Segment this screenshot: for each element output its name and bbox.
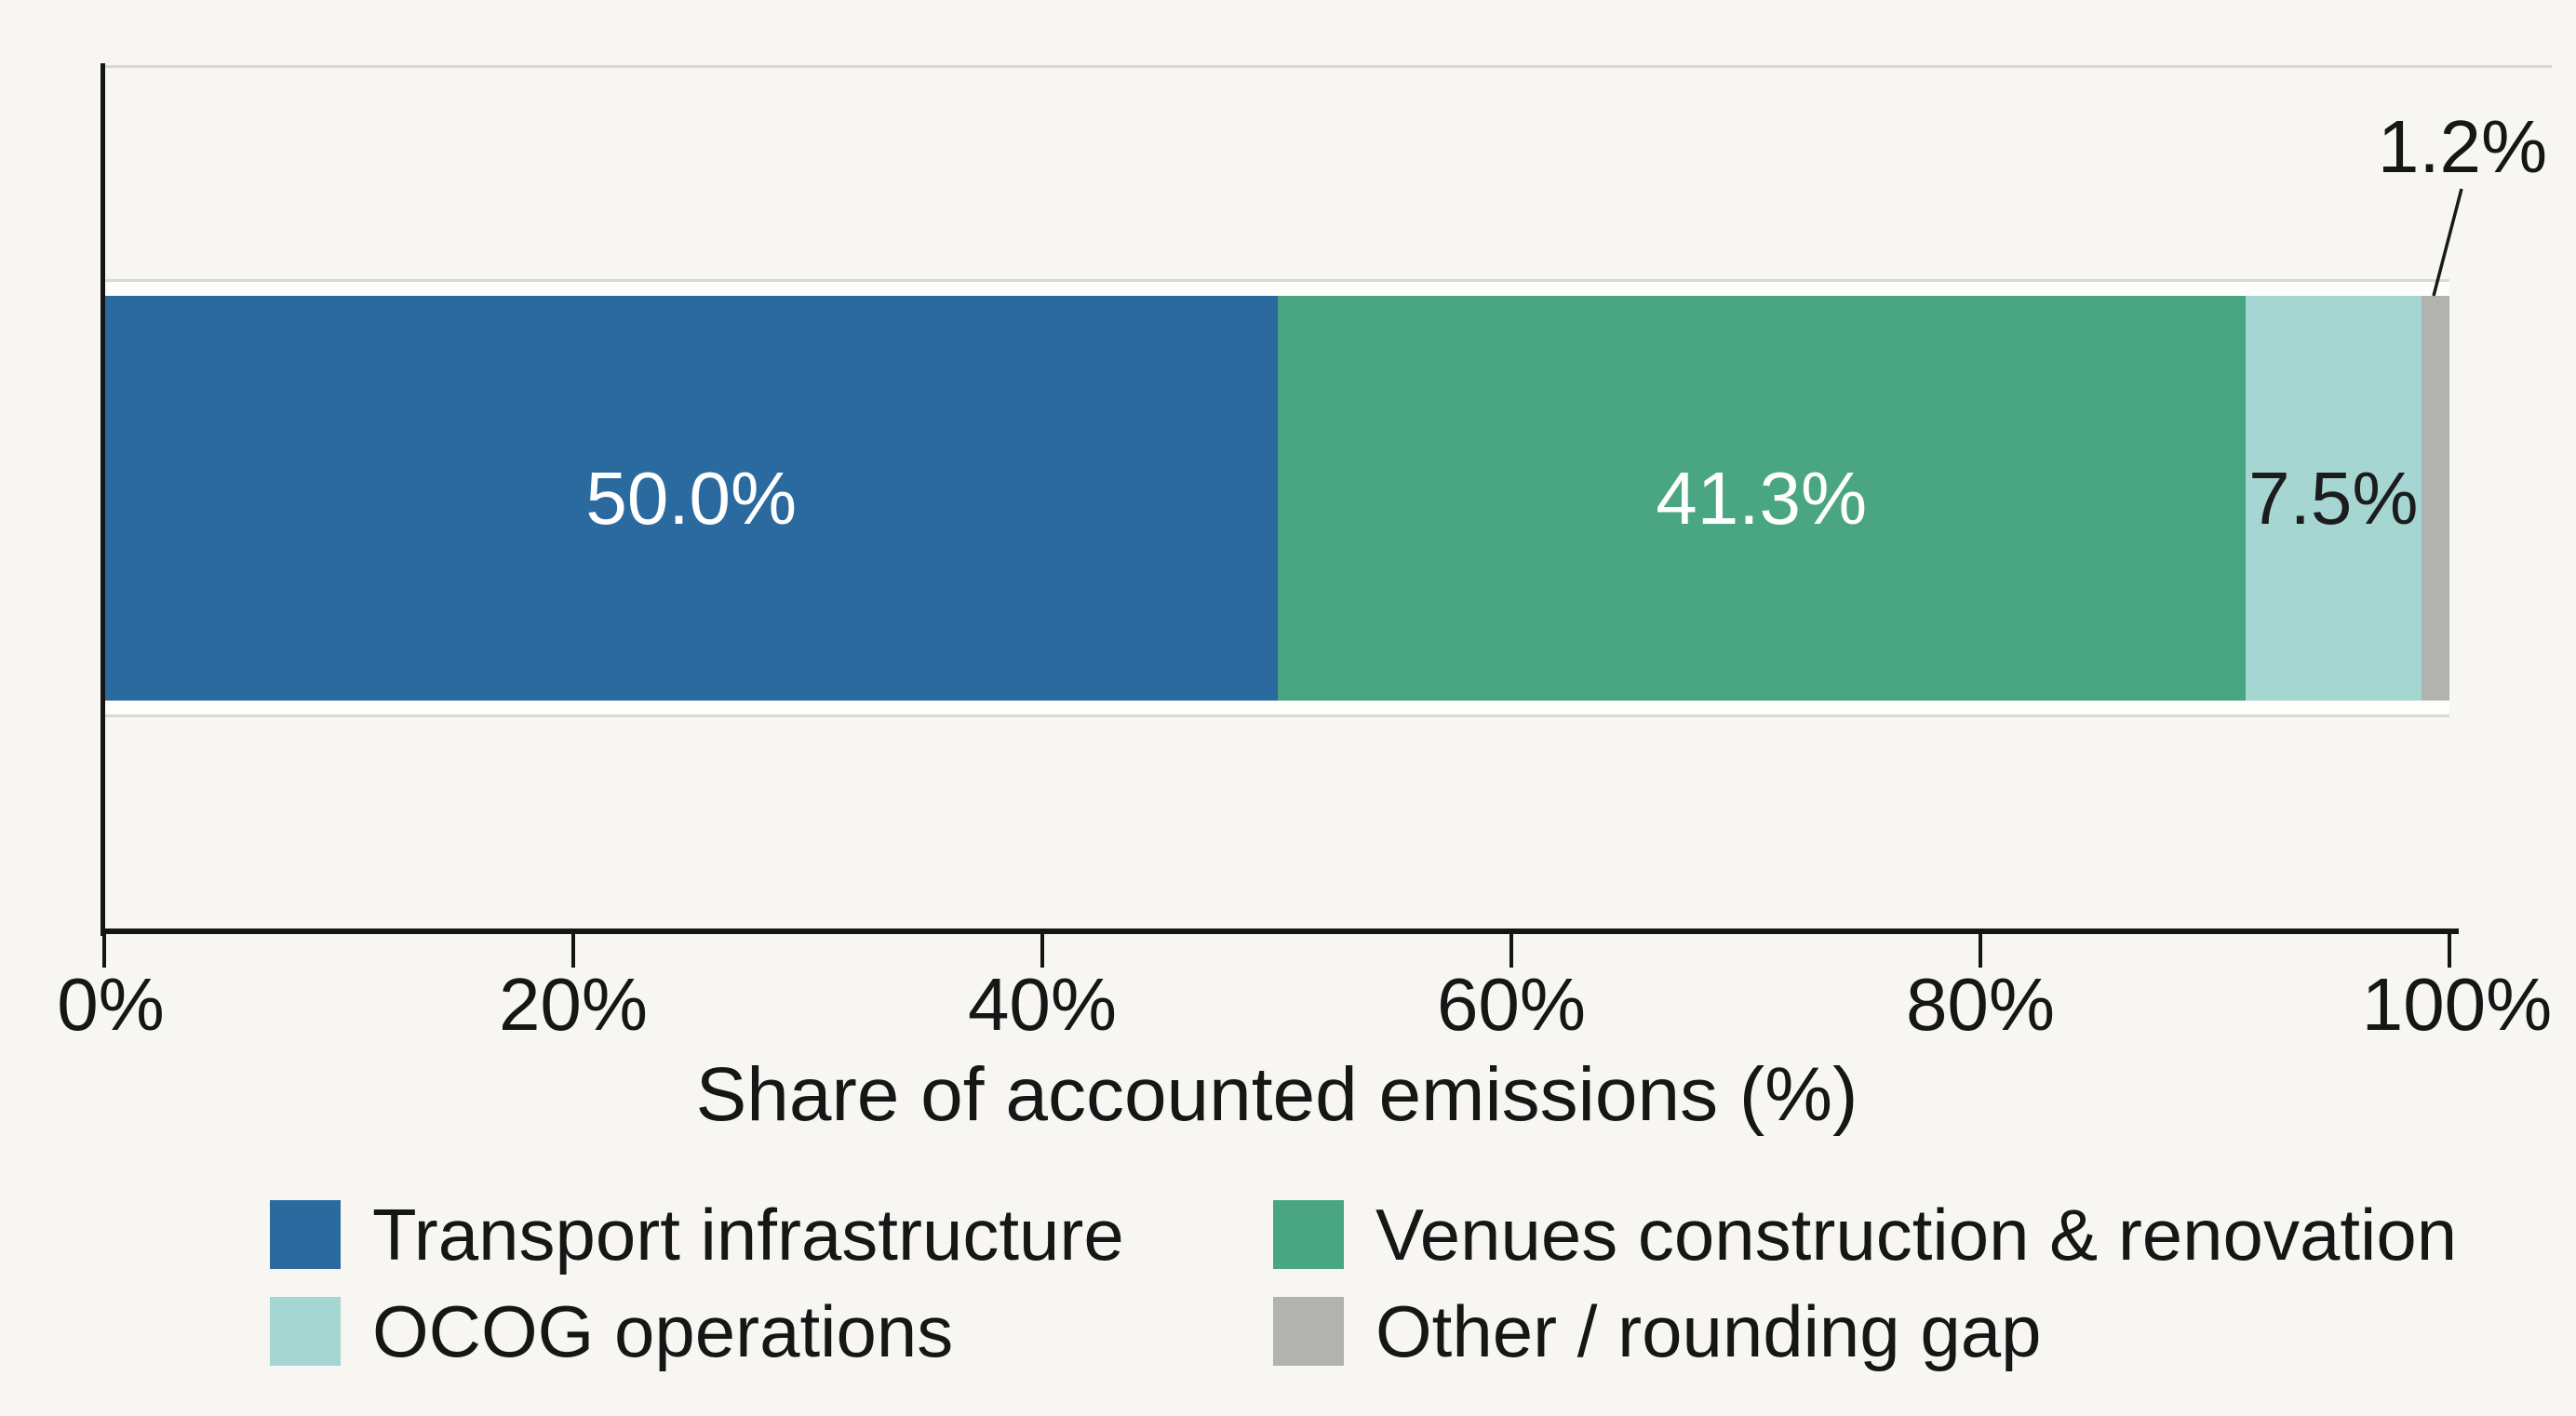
bar-segment-ocog-operations: 7.5%	[2245, 296, 2422, 701]
bar-segment-venues-construction: 41.3%	[1277, 296, 2246, 701]
legend-item-ocog-operations: OCOG operations	[270, 1295, 953, 1368]
legend-item-other-rounding-gap: Other / rounding gap	[1273, 1295, 2041, 1368]
legend-label: Other / rounding gap	[1375, 1290, 2042, 1372]
x-tick	[1040, 934, 1044, 968]
legend-swatch-gray	[1273, 1297, 1344, 1366]
legend-label: Venues construction & renovation	[1375, 1194, 2458, 1276]
bar-segment-transport-infrastructure: 50.0%	[105, 296, 1278, 701]
bar-segment-other-rounding-gap	[2421, 296, 2449, 701]
x-tick	[1509, 934, 1513, 968]
legend-item-venues-construction: Venues construction & renovation	[1273, 1198, 2457, 1271]
x-tick	[102, 934, 106, 968]
legend-label: Transport infrastructure	[372, 1194, 1124, 1276]
annotation-leader-line	[2432, 188, 2463, 297]
stacked-bar: 50.0% 41.3% 7.5%	[105, 296, 2449, 701]
legend-label: OCOG operations	[372, 1290, 954, 1372]
bar-value-label: 41.3%	[1656, 456, 1868, 540]
x-tick-label: 80%	[1905, 963, 2056, 1046]
bar-value-label: 7.5%	[2248, 456, 2419, 540]
legend-item-transport-infrastructure: Transport infrastructure	[270, 1198, 1124, 1271]
gridline-above-bar	[104, 279, 2449, 282]
gridline-top	[104, 65, 2552, 68]
y-axis-spine	[101, 63, 105, 936]
x-tick-label: 40%	[967, 963, 1118, 1046]
x-axis-title: Share of accounted emissions (%)	[695, 1052, 1858, 1137]
legend-swatch-blue	[270, 1200, 341, 1269]
x-axis-spine	[101, 928, 2459, 934]
x-tick-label: 100%	[2361, 963, 2553, 1046]
x-tick-label: 20%	[498, 963, 649, 1046]
x-tick	[571, 934, 575, 968]
x-tick	[2448, 934, 2451, 968]
bar-value-label: 50.0%	[585, 456, 798, 540]
x-tick-label: 60%	[1436, 963, 1587, 1046]
x-tick	[1979, 934, 1982, 968]
legend-swatch-teal	[270, 1297, 341, 1366]
annotation-value-label: 1.2%	[2377, 105, 2548, 188]
gridline-below-bar	[104, 715, 2449, 717]
x-tick-label: 0%	[57, 963, 165, 1046]
legend-swatch-green	[1273, 1200, 1344, 1269]
